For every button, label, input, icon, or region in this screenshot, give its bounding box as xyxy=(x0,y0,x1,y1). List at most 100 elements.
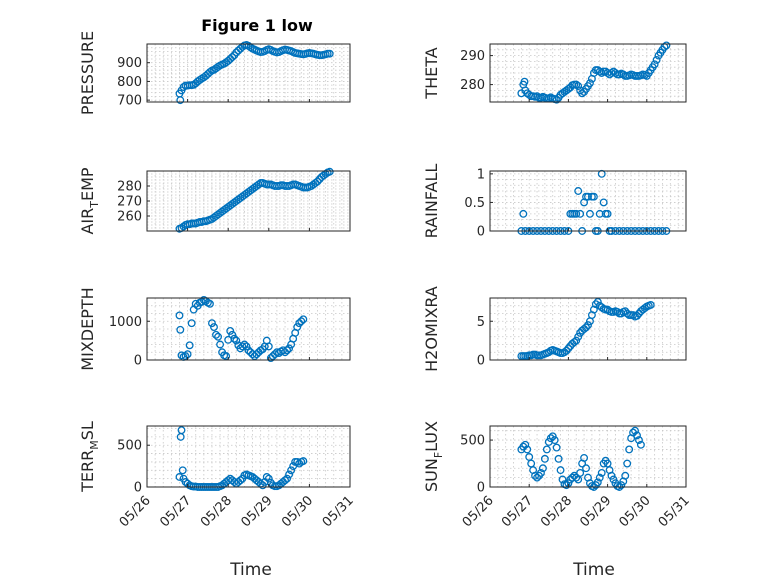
terr_msl-point xyxy=(175,473,184,481)
mixdepth-ytick-label: 0 xyxy=(134,354,142,369)
h2omixra-point xyxy=(617,309,626,318)
theta-point xyxy=(611,69,620,77)
mixdepth-point xyxy=(228,330,237,339)
sun_flux-point xyxy=(538,464,547,473)
terr_msl-point xyxy=(264,474,273,483)
pressure-point xyxy=(325,49,334,58)
pressure-ytick-label: 700 xyxy=(117,94,142,109)
sun_flux-point xyxy=(617,481,626,490)
terr_msl-point xyxy=(236,476,245,485)
sun_flux-point xyxy=(595,473,604,482)
sun_flux-point xyxy=(527,459,536,468)
rainfall-point xyxy=(576,209,585,218)
sun_flux-point xyxy=(635,436,643,445)
sun_flux-point xyxy=(537,468,545,477)
pressure-point xyxy=(228,53,237,62)
terr_msl-point xyxy=(178,466,187,475)
terr_msl-xtick-label: 05/30 xyxy=(279,493,316,530)
rainfall-ytick-label: 1 xyxy=(477,167,485,182)
h2omixra-ytick-label: 0 xyxy=(477,354,485,369)
theta-ytick-label: 290 xyxy=(460,49,485,64)
rainfall-point xyxy=(595,209,604,218)
mixdepth-axes-frame xyxy=(146,297,351,361)
h2omixra-point xyxy=(572,336,581,345)
terr_msl-point xyxy=(299,457,308,466)
pressure-point xyxy=(176,96,185,105)
h2omixra-point xyxy=(564,344,573,353)
sun_flux-ytick-label: 500 xyxy=(460,434,485,449)
pressure-ytick-label: 900 xyxy=(117,56,142,71)
mixdepth-point xyxy=(297,317,306,326)
rainfall-point xyxy=(572,209,581,218)
theta-point xyxy=(533,92,541,101)
rainfall-point xyxy=(586,209,594,218)
mixdepth-point xyxy=(205,299,214,308)
rainfall-point xyxy=(603,209,612,218)
sun_flux-point xyxy=(607,471,616,480)
sun_flux-xtick-label: 05/31 xyxy=(656,493,693,530)
sun_flux-point xyxy=(625,445,634,454)
theta-point xyxy=(650,60,659,69)
theta-point xyxy=(520,77,529,86)
sun_flux-point xyxy=(556,466,565,475)
sun_flux-ylabel: SUNFLUX xyxy=(422,421,445,492)
sun_flux-xtick-label: 05/29 xyxy=(577,493,614,530)
x-axis-label-left: Time xyxy=(229,560,272,580)
mixdepth-point xyxy=(216,340,225,349)
sun_flux-point xyxy=(580,453,589,462)
h2omixra-point xyxy=(640,304,649,313)
h2omixra-point xyxy=(584,321,592,330)
air_temp-ytick-label: 280 xyxy=(117,180,142,195)
terr_msl-ytick-label: 500 xyxy=(117,439,142,454)
mixdepth-point xyxy=(176,325,185,334)
theta-ylabel: THETA xyxy=(422,47,441,99)
theta-point xyxy=(597,69,606,77)
theta-point xyxy=(574,82,583,90)
sun_flux-point xyxy=(597,468,606,477)
terr_msl-xtick-label: 05/28 xyxy=(198,493,235,530)
sun_flux-point xyxy=(548,432,557,441)
h2omixra-point xyxy=(613,308,622,316)
sun_flux-point xyxy=(623,459,632,468)
sun_flux-point xyxy=(631,426,639,435)
terr_msl-xtick-label: 05/31 xyxy=(320,493,357,530)
rainfall-ylabel: RAINFALL xyxy=(422,164,441,239)
sun_flux-point xyxy=(609,475,618,484)
theta-point xyxy=(552,95,561,104)
terr_msl-point xyxy=(287,466,296,475)
air_temp-ylabel: AIRTEMP xyxy=(78,167,101,234)
sun_flux-xtick-label: 05/27 xyxy=(499,493,536,530)
terr_msl-ylabel: TERRMSL xyxy=(78,421,101,493)
sun_flux-point xyxy=(546,434,555,443)
rainfall-point xyxy=(574,187,583,195)
mixdepth-point xyxy=(214,332,222,341)
terr_msl-point xyxy=(295,459,304,468)
terr_msl-point xyxy=(281,476,289,485)
terr_msl-xtick-label: 05/29 xyxy=(239,493,276,530)
mixdepth-point xyxy=(230,334,239,343)
rainfall-point xyxy=(589,192,598,201)
sun_flux-point xyxy=(521,440,530,449)
mixdepth-point xyxy=(232,336,241,345)
h2omixra-point xyxy=(591,300,600,309)
mixdepth-point xyxy=(299,315,308,324)
mixdepth-point xyxy=(208,319,216,328)
x-axis-label-right: Time xyxy=(572,560,615,580)
mixdepth-point xyxy=(242,342,251,351)
terr_msl-point xyxy=(177,426,186,435)
mixdepth-point xyxy=(185,341,194,350)
sun_flux-point xyxy=(533,473,541,482)
rainfall-ytick-label: 0 xyxy=(477,225,485,240)
sun_flux-point xyxy=(621,471,630,480)
air_temp-ytick-label: 270 xyxy=(117,195,142,210)
h2omixra-point xyxy=(633,311,641,320)
sun_flux-point xyxy=(582,464,590,473)
theta-point xyxy=(652,56,661,64)
sun_flux-point xyxy=(552,443,561,452)
theta-ytick-label: 280 xyxy=(460,78,485,93)
sun_flux-ytick-label: 0 xyxy=(477,481,485,496)
theta-point xyxy=(578,89,587,98)
theta-point xyxy=(595,67,604,76)
figure-title: Figure 1 low xyxy=(201,16,313,35)
